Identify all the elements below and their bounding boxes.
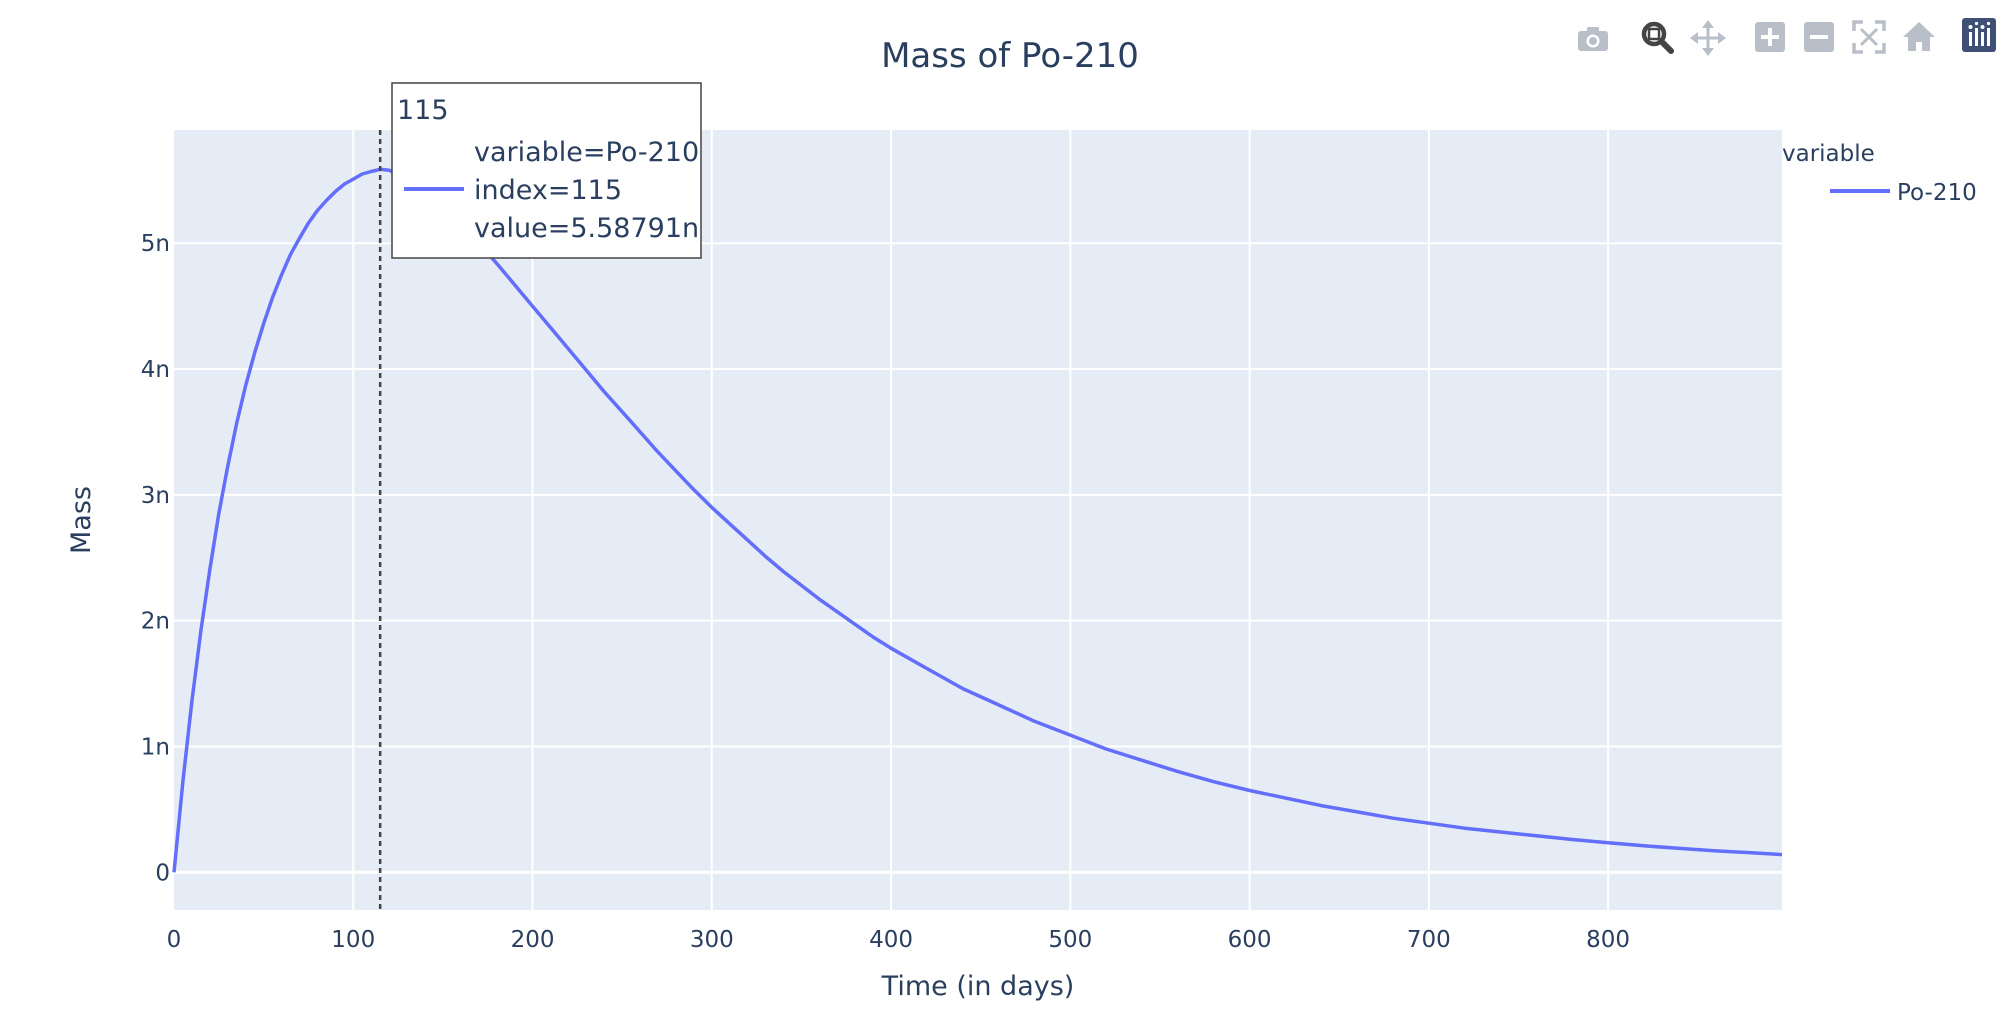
x-tick-label: 0 [167,927,182,953]
modebar [1576,18,1996,56]
home-icon[interactable] [1902,20,1936,54]
hover-tooltip-box [391,82,702,259]
hover-line-value: value=5.58791n [474,213,699,244]
plot-area-background[interactable] [174,130,1782,910]
legend: variable Po-210 [1782,141,1977,206]
y-tick-label: 0 [155,860,170,886]
hover-line-index: index=115 [474,175,622,206]
y-axis-title: Mass [66,486,97,554]
chart-title: Mass of Po-210 [881,36,1139,76]
legend-item-po-210[interactable]: Po-210 [1830,180,1977,206]
y-tick-label: 2n [141,609,170,635]
zoom-out-icon[interactable] [1804,22,1834,52]
x-axis-ticks: 0 100 200 300 400 500 600 700 800 [167,927,1630,953]
y-tick-label: 4n [141,357,170,383]
y-axis-ticks: 0 1n 2n 3n 4n 5n [141,231,170,886]
legend-title: variable [1782,141,1875,167]
y-tick-label: 3n [141,483,170,509]
hover-tooltip: 115 variable=Po-210 index=115 value=5.58… [391,82,702,259]
x-axis-title: Time (in days) [881,971,1075,1002]
y-tick-label: 5n [141,231,170,257]
x-tick-label: 500 [1048,927,1092,953]
x-tick-label: 600 [1228,927,1272,953]
legend-item-label: Po-210 [1897,180,1977,206]
grid-lines [174,130,1782,910]
camera-icon[interactable] [1576,22,1610,56]
pan-icon[interactable] [1690,20,1726,56]
hover-x-label: 115 [397,95,449,126]
y-tick-label: 1n [141,734,170,760]
x-tick-label: 300 [690,927,734,953]
x-tick-label: 100 [331,927,375,953]
x-tick-label: 200 [511,927,555,953]
series-layer [172,167,1783,873]
x-tick-label: 700 [1407,927,1451,953]
hover-line-variable: variable=Po-210 [474,137,699,168]
series-line-po-210[interactable] [172,167,1783,873]
zoom-icon[interactable] [1640,20,1674,54]
autoscale-icon[interactable] [1852,20,1886,54]
x-tick-label: 400 [869,927,913,953]
zoom-in-icon[interactable] [1755,22,1785,52]
plotly-logo-icon[interactable] [1962,18,1996,52]
x-tick-label: 800 [1586,927,1630,953]
